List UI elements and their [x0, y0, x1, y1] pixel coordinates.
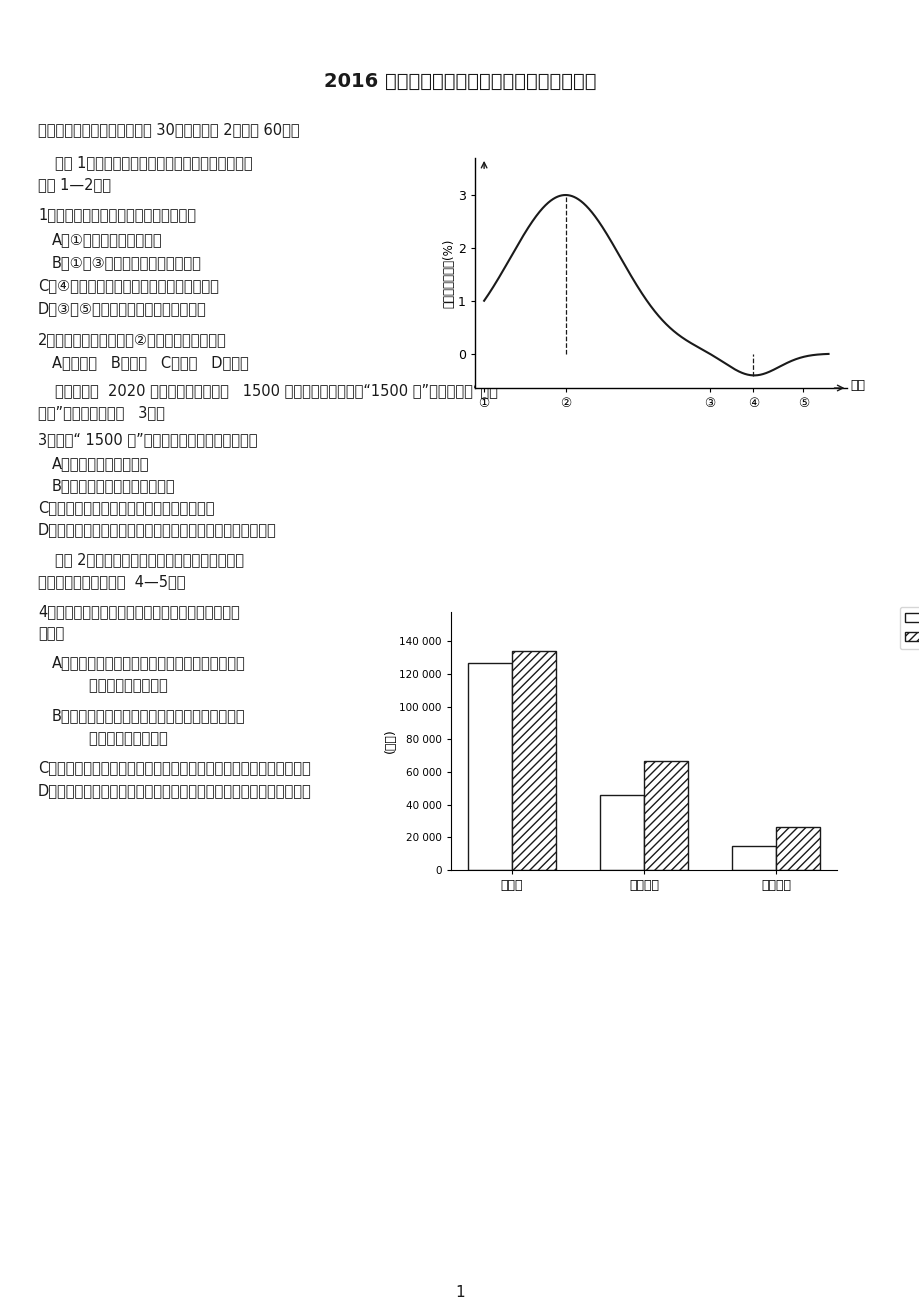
- Text: 一、单项选择题。（本大题共 30题，每小题 2分，共 60分）: 一、单项选择题。（本大题共 30题，每小题 2分，共 60分）: [38, 122, 300, 137]
- Text: A．肯尼亚   B．中国   C．波兰   D．美国: A．肯尼亚 B．中国 C．波兰 D．美国: [52, 354, 248, 370]
- Text: 1: 1: [455, 1285, 464, 1300]
- Text: A．该指标是指人口容量: A．该指标是指人口容量: [52, 456, 150, 470]
- Bar: [468, 663, 511, 870]
- Text: 图 1: 图 1: [529, 332, 552, 347]
- Text: B．总人口、城市人口和流动人口均有减少，城市: B．总人口、城市人口和流动人口均有减少，城市: [52, 708, 245, 723]
- Text: 2．目前人口增长特点与②时期相符合的国家是: 2．目前人口增长特点与②时期相符合的国家是: [38, 332, 226, 347]
- Text: 人口增长的人数最多: 人口增长的人数最多: [52, 678, 167, 693]
- Bar: [600, 795, 643, 870]
- Text: C．该指标与资源数量、科技发展水平成反比: C．该指标与资源数量、科技发展水平成反比: [38, 500, 214, 515]
- Text: 下图 2为我国第六次人口普查与第五次人口普查: 下图 2为我国第六次人口普查与第五次人口普查: [55, 552, 244, 567]
- Text: 图 2: 图 2: [529, 731, 552, 747]
- Y-axis label: 人口自然增长率(%): 人口自然增长率(%): [441, 238, 454, 308]
- Text: D．总人口、城市人口和流动人口均有增加，城市人口增长的人数最多: D．总人口、城市人口和流动人口均有增加，城市人口增长的人数最多: [38, 783, 312, 797]
- Text: 查相比: 查相比: [38, 625, 64, 641]
- Bar: [511, 652, 555, 870]
- Text: D．该指标与人口文化和生活消费水平、对外开放程度成正比: D．该指标与人口文化和生活消费水平、对外开放程度成正比: [38, 523, 277, 537]
- Y-axis label: (万人): (万人): [383, 728, 396, 753]
- Text: 广州提出到  2020 年末常住人口控制在   1500 万以内，应该说，这“1500 万”是让广州人“活得: 广州提出到 2020 年末常住人口控制在 1500 万以内，应该说，这“1500…: [55, 383, 497, 397]
- Text: 下图 1是某国人口自然增长率随时间变化示意图。: 下图 1是某国人口自然增长率随时间变化示意图。: [55, 155, 253, 169]
- Legend: 2000年, 2010年: 2000年, 2010年: [899, 607, 919, 649]
- Text: B．该指标难以确定到精确数值: B．该指标难以确定到精确数值: [52, 478, 176, 493]
- Text: 完成 1—2题。: 完成 1—2题。: [38, 177, 111, 192]
- Text: 2016 学年第二学期高一年级期中考试地理试卷: 2016 学年第二学期高一年级期中考试地理试卷: [323, 72, 596, 91]
- Bar: [776, 827, 819, 870]
- Text: C．④时期人口变化幅度最小，人口总数稳定: C．④时期人口变化幅度最小，人口总数稳定: [38, 278, 219, 293]
- Text: B．①到③期间，人口总数不断增加: B．①到③期间，人口总数不断增加: [52, 255, 201, 270]
- Text: 部分数据对比图。完成  4—5题。: 部分数据对比图。完成 4—5题。: [38, 575, 186, 589]
- Bar: [643, 761, 686, 870]
- Text: 时间: 时间: [849, 379, 865, 392]
- Text: 人口减少的人数最多: 人口减少的人数最多: [52, 731, 167, 747]
- Text: 舒服”的指标。完成第   3题。: 舒服”的指标。完成第 3题。: [38, 405, 165, 420]
- Text: A．①时期人口出生率最高: A．①时期人口出生率最高: [52, 232, 163, 248]
- Text: 1．关于该国人口特征的叙述，正确的是: 1．关于该国人口特征的叙述，正确的是: [38, 207, 196, 222]
- Text: 4．读图可知，我国第六次人口普查与第五次人口景: 4．读图可知，我国第六次人口普查与第五次人口景: [38, 605, 240, 619]
- Bar: [732, 846, 776, 870]
- Text: C．总人口、城市人口和流动人口均有减少，流动人口减少的人数最多: C．总人口、城市人口和流动人口均有减少，流动人口减少的人数最多: [38, 760, 311, 775]
- Text: D．③与⑤时期相比，人口总数一定相等: D．③与⑤时期相比，人口总数一定相等: [38, 301, 207, 317]
- Text: 3．关于“ 1500 万”这个指标，下列说法正确的是: 3．关于“ 1500 万”这个指标，下列说法正确的是: [38, 433, 257, 447]
- Text: A．总人口、城市人口和流动人口均有增加，流动: A．总人口、城市人口和流动人口均有增加，流动: [52, 655, 245, 670]
